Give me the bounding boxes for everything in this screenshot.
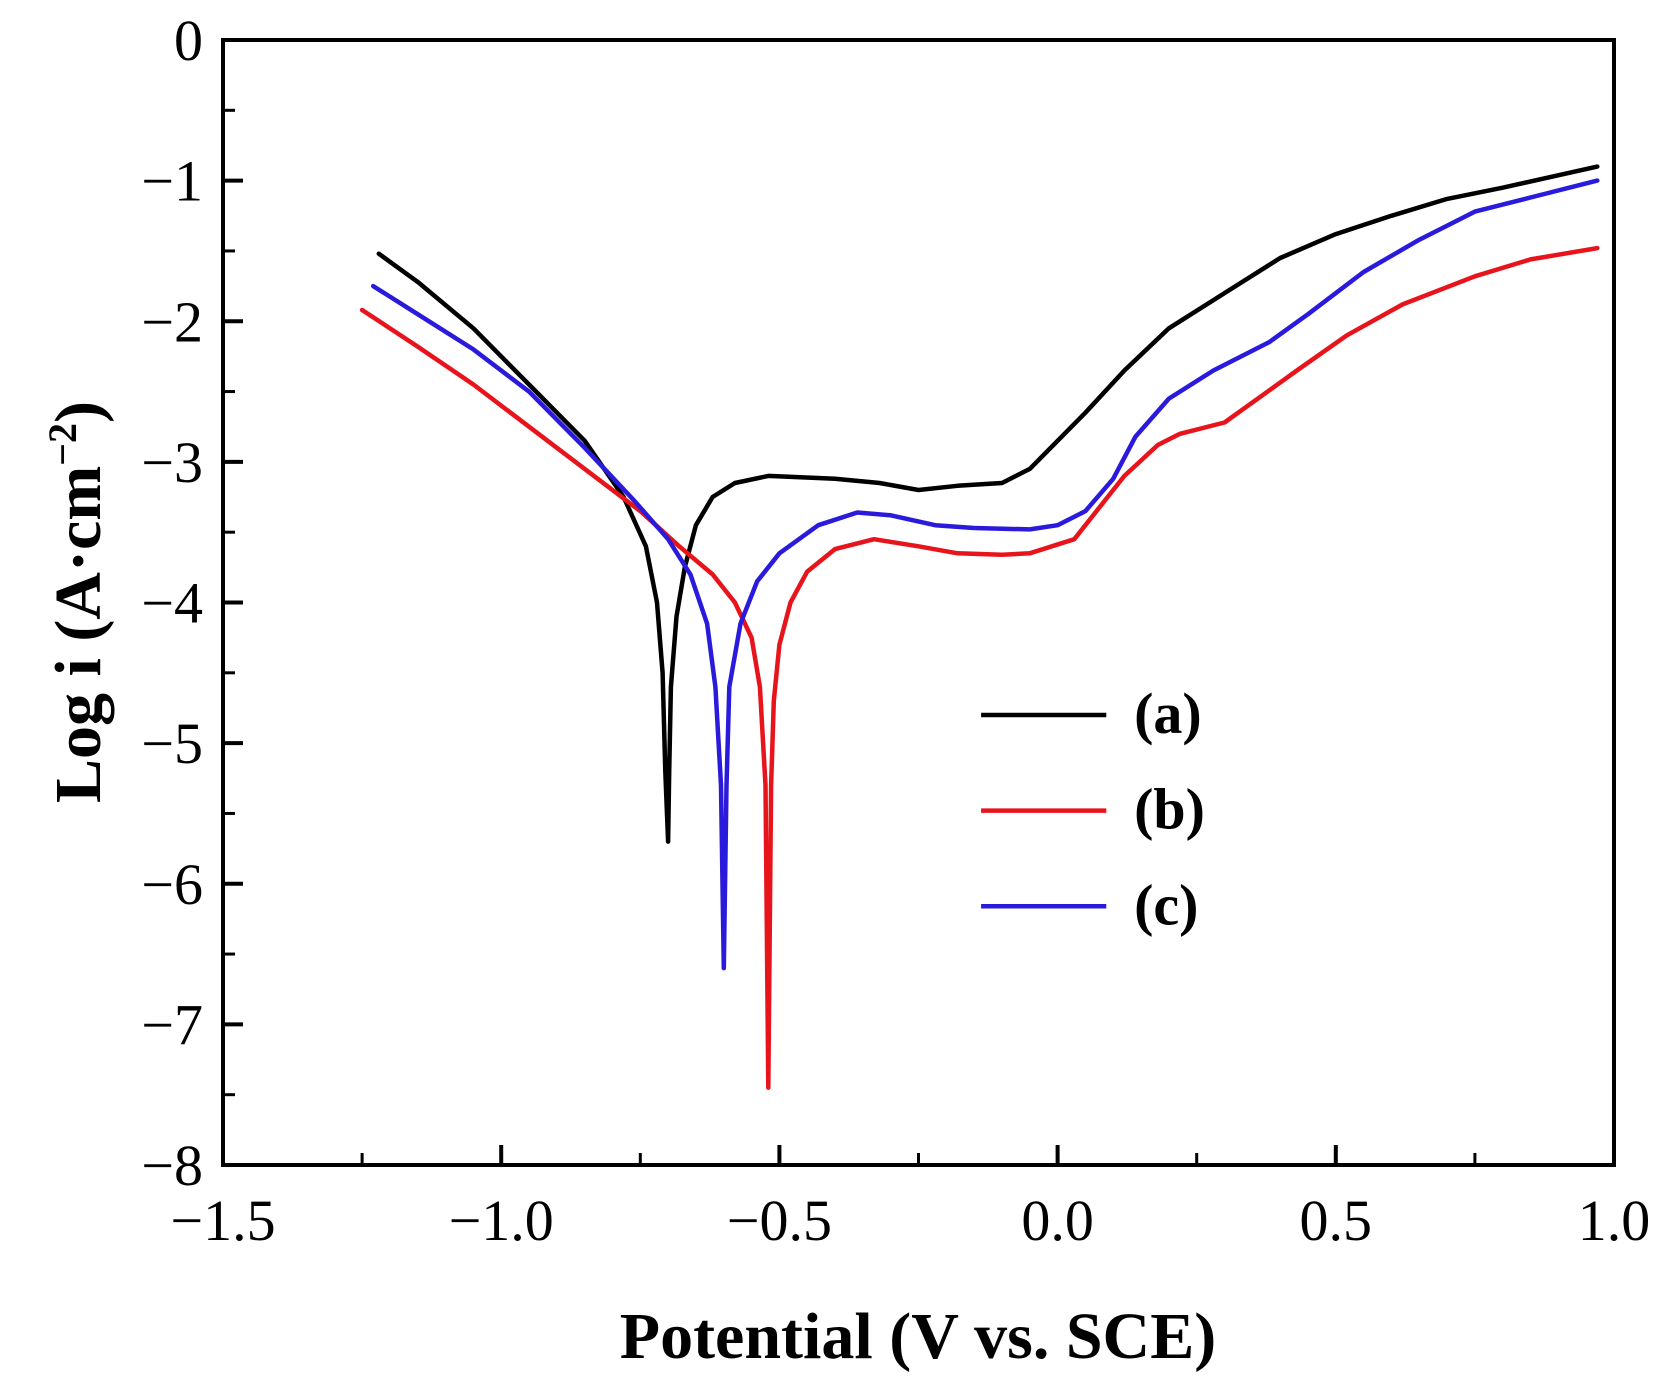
y-tick-label: 0 bbox=[174, 8, 203, 73]
x-tick-label: −1.5 bbox=[170, 1188, 275, 1253]
legend-label-2: (b) bbox=[1134, 777, 1205, 842]
series-line-1 bbox=[376, 164, 1600, 844]
y-axis-title-sup: −2 bbox=[40, 423, 85, 466]
y-tick-label: −6 bbox=[141, 852, 203, 917]
x-tick-label: 1.0 bbox=[1578, 1188, 1651, 1253]
y-tick-label: −8 bbox=[141, 1133, 203, 1198]
y-axis-ticks: 0 −1 −2 −3 −4 −5 −6 −7 −8 bbox=[141, 8, 243, 1198]
y-axis-title-main: Log i (A·cm bbox=[42, 466, 115, 803]
x-axis-title: Potential (V vs. SCE) bbox=[620, 1300, 1216, 1373]
y-axis-title: Log i (A·cm−2) bbox=[40, 401, 115, 803]
y-tick-label: −4 bbox=[141, 571, 203, 636]
x-tick-label: 0.5 bbox=[1300, 1188, 1373, 1253]
y-tick-label: −5 bbox=[141, 711, 203, 776]
plot-frame bbox=[221, 38, 1616, 1167]
series-line-2 bbox=[359, 245, 1600, 1090]
legend-label-3: (c) bbox=[1134, 872, 1198, 937]
x-axis-ticks: −1.5 −1.0 −0.5 0.0 0.5 1.0 bbox=[170, 1145, 1650, 1253]
series-layer bbox=[359, 164, 1600, 1090]
legend: (a) (b) (c) bbox=[981, 681, 1205, 937]
y-tick-label: −1 bbox=[141, 149, 203, 214]
y-tick-label: −2 bbox=[141, 289, 203, 354]
y-tick-label: −7 bbox=[141, 992, 203, 1057]
y-tick-label: −3 bbox=[141, 430, 203, 495]
legend-label-1: (a) bbox=[1134, 681, 1202, 746]
x-tick-label: −1.0 bbox=[449, 1188, 554, 1253]
x-tick-label: 0.0 bbox=[1021, 1188, 1094, 1253]
x-tick-label: −0.5 bbox=[727, 1188, 832, 1253]
series-line-3 bbox=[370, 178, 1600, 971]
y-axis-title-close: ) bbox=[42, 401, 115, 423]
